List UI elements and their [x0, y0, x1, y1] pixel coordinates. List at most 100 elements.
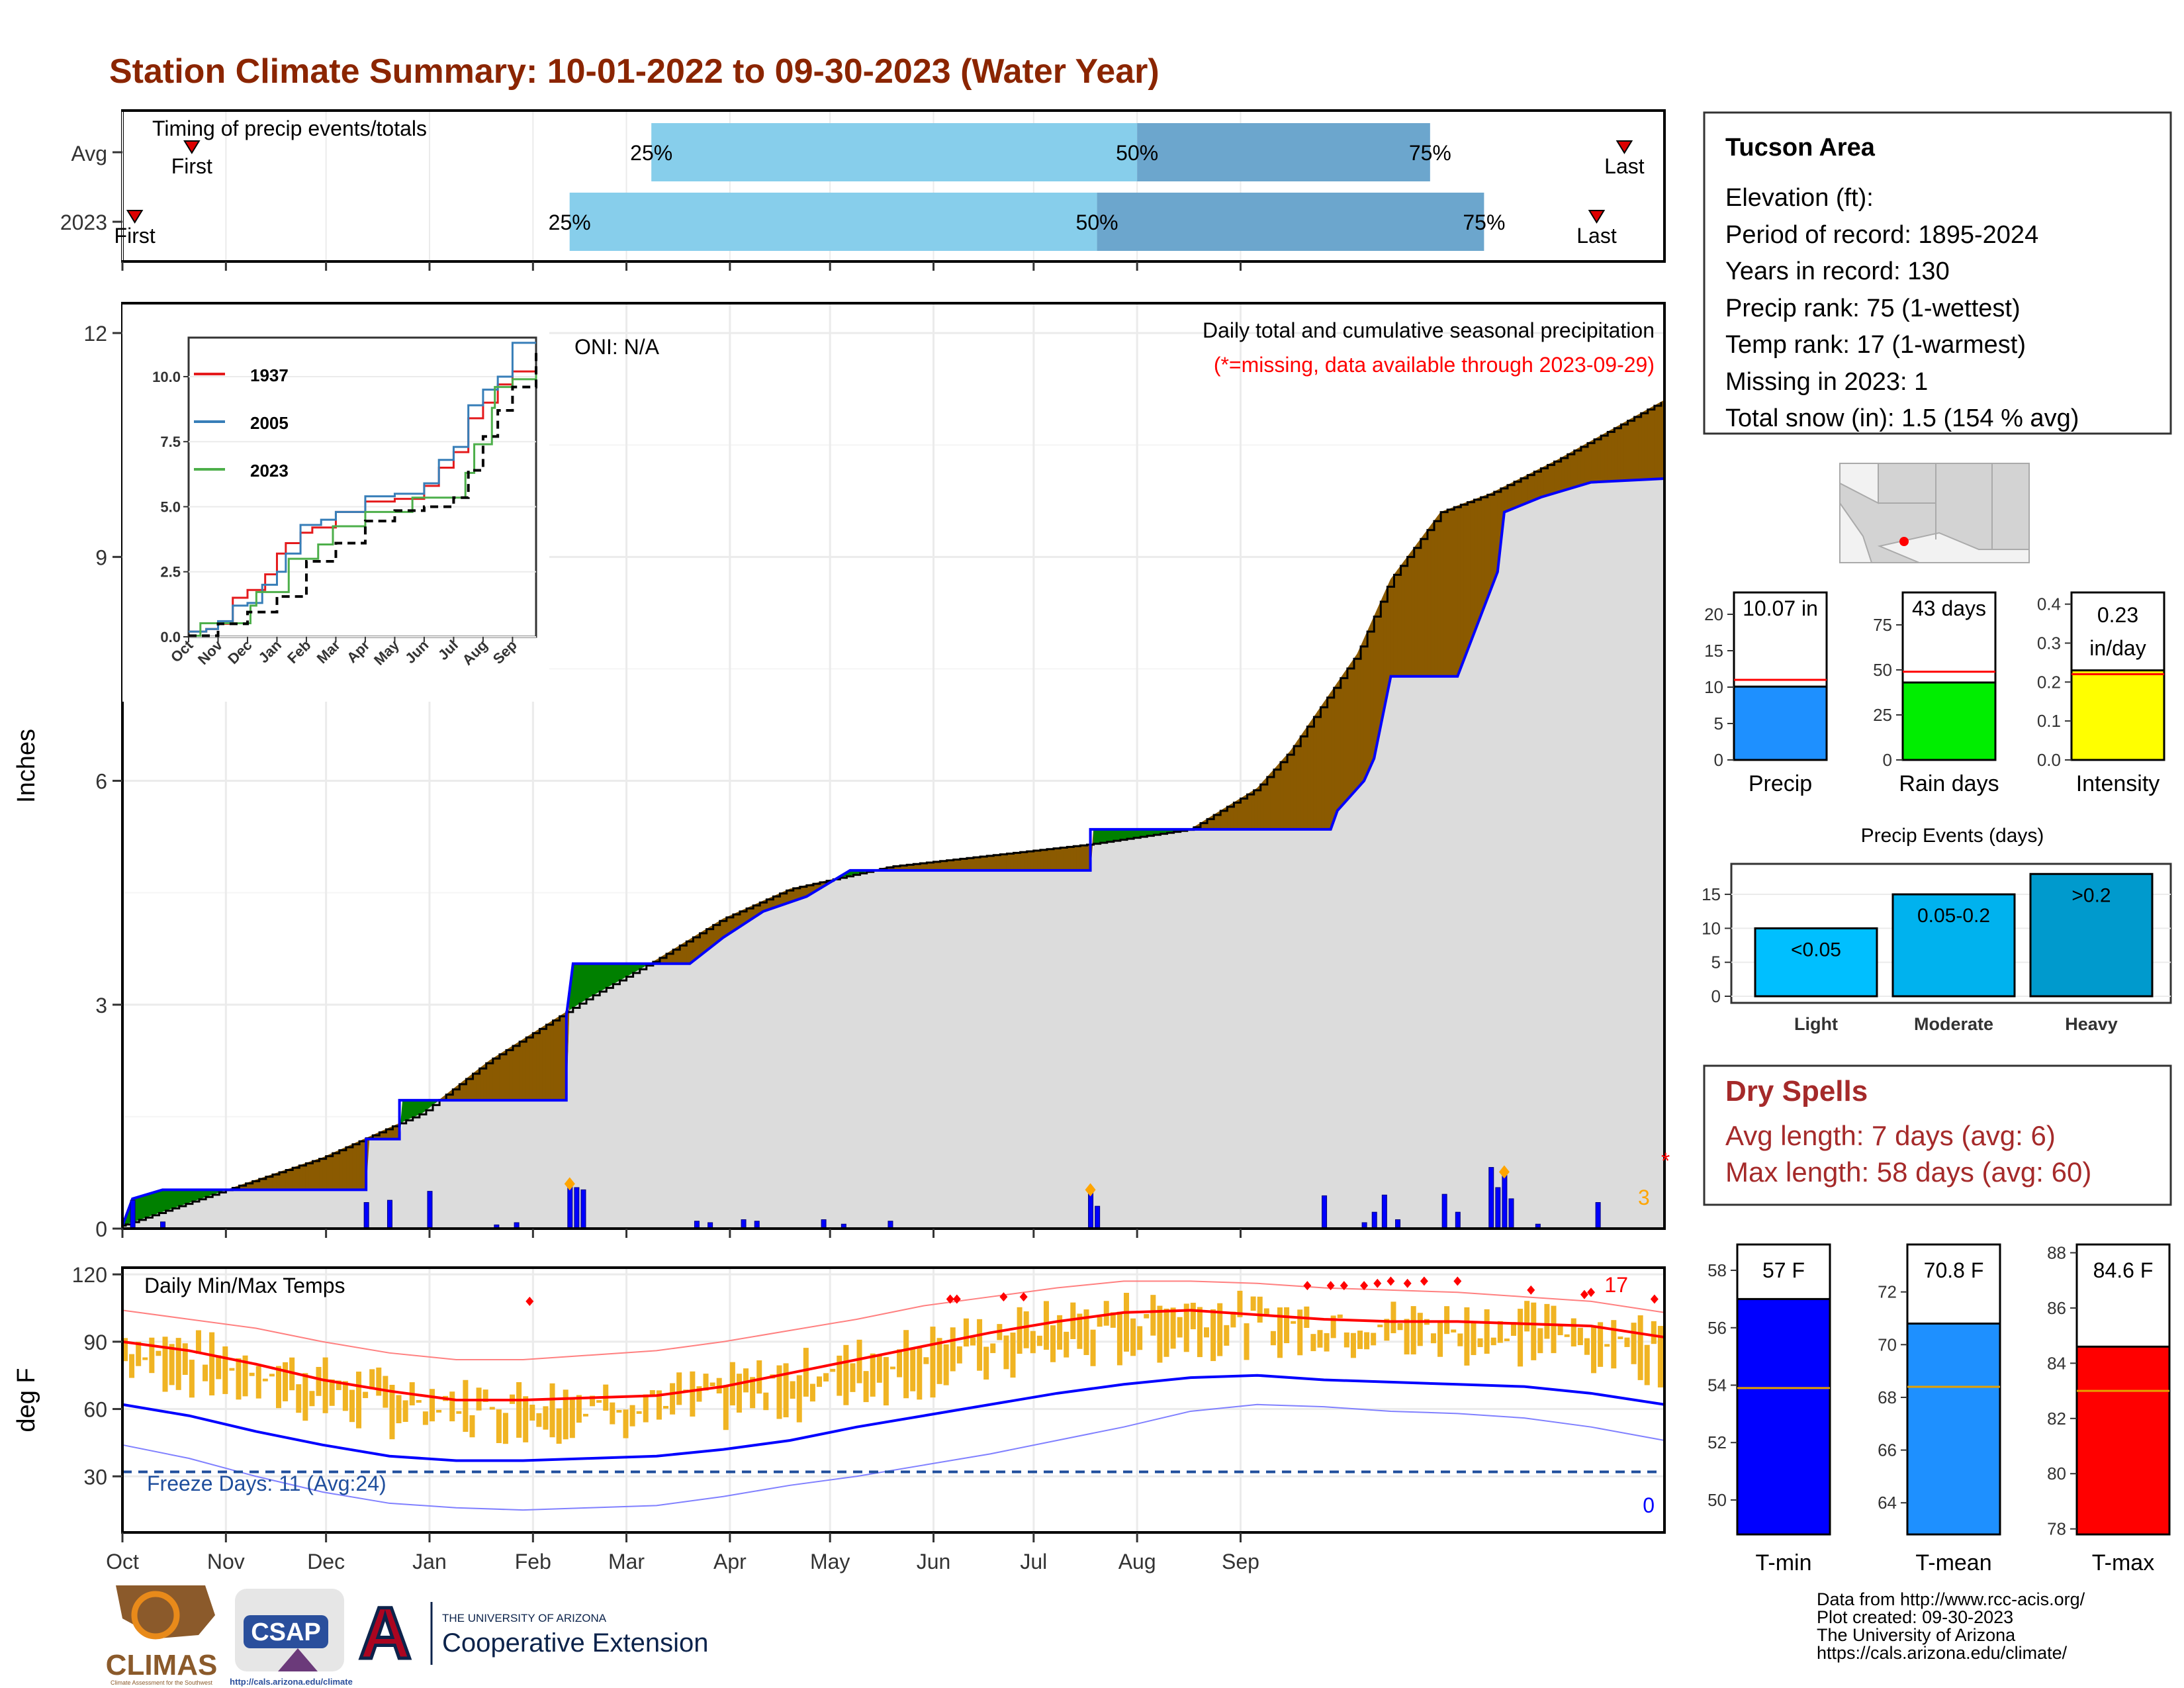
oni-label: ONI: N/A	[574, 335, 660, 359]
record-day-diamond-0	[564, 1177, 575, 1191]
daily-temp-bar	[1598, 1322, 1604, 1367]
precip-panel: 0 3 6 9 12 Inches Daily total and cumulative…	[13, 302, 1670, 1241]
daily-temp-bar	[1263, 1308, 1269, 1315]
precip-anomaly-segment	[1110, 829, 1115, 842]
daily-temp-bar	[977, 1319, 983, 1371]
daily-temp-bar	[1484, 1309, 1490, 1354]
precip-anomaly-segment	[155, 1190, 159, 1215]
precip-anomaly-segment	[319, 1157, 324, 1190]
daily-temp-bar	[970, 1337, 976, 1346]
climas-swirl	[131, 1591, 180, 1640]
daily-temp-bar	[1064, 1331, 1069, 1358]
inset-line-Avg	[189, 348, 537, 637]
temp-bar-tick-label-1-0: 64	[1878, 1493, 1897, 1513]
precip-anomaly-segment	[572, 963, 577, 1009]
precip-anomaly-segment	[1647, 406, 1652, 480]
daily-temp-bar	[242, 1355, 248, 1397]
precip-anomaly-segment	[1020, 851, 1024, 871]
daily-temp-bar	[129, 1354, 135, 1378]
daily-precip-bar-2	[363, 1202, 369, 1229]
daily-temp-bar	[876, 1355, 882, 1383]
precip-anomaly-segment	[1079, 844, 1084, 871]
daily-temp-bar	[910, 1348, 916, 1391]
precip-anomaly-segment	[579, 963, 584, 1004]
month-label-Dec: Dec	[307, 1550, 345, 1573]
daily-temp-bar	[469, 1415, 475, 1438]
precip-anomaly-segment	[586, 963, 590, 1000]
station-precip-rank: Precip rank: 75 (1-wettest)	[1725, 295, 2021, 322]
daily-temp-bar	[856, 1339, 862, 1383]
precip-anomaly-segment	[1487, 492, 1492, 598]
daily-temp-bar	[883, 1357, 889, 1406]
daily-temp-bar	[936, 1338, 942, 1384]
daily-temp-bar	[930, 1327, 936, 1398]
precip-anomaly-segment	[1457, 504, 1461, 677]
daily-temp-bar	[189, 1360, 195, 1398]
station-location-dot	[1899, 537, 1909, 546]
precip-anomaly-segment	[1013, 852, 1018, 871]
inset-ytick-label-0: 0.0	[160, 629, 181, 645]
precip-ytick-label-4: 12	[83, 322, 107, 346]
daily-precip-bar-31	[1595, 1202, 1601, 1229]
precip-anomaly-segment	[162, 1189, 167, 1213]
precip-anomaly-segment	[1053, 847, 1058, 871]
mini-bar-tick-label-2-1: 0.1	[2037, 711, 2061, 731]
daily-temp-bar	[1457, 1333, 1463, 1346]
daily-temp-bar	[429, 1389, 435, 1422]
precip-anomaly-segment	[1313, 711, 1318, 830]
daily-temp-bar	[216, 1355, 222, 1380]
daily-temp-bar	[596, 1400, 602, 1403]
precip-anomaly-segment	[509, 1045, 514, 1101]
temp-bar-label-0: T-min	[1756, 1550, 1812, 1575]
daily-temp-bar	[456, 1411, 462, 1414]
precip-anomaly-segment	[419, 1100, 424, 1115]
precip-anomaly-segment	[1370, 616, 1375, 767]
daily-temp-bar	[1210, 1309, 1216, 1362]
events-ytick-label-0: 0	[1711, 986, 1721, 1006]
daily-temp-bar	[889, 1366, 895, 1370]
precip-anomaly-segment	[589, 963, 594, 998]
daily-temp-bar	[1337, 1314, 1343, 1319]
daily-temp-bar	[643, 1394, 649, 1423]
daily-temp-bar	[983, 1346, 989, 1380]
precip-anomaly-segment	[1076, 845, 1081, 871]
precip-anomaly-segment	[522, 1037, 527, 1101]
daily-temp-bar	[1364, 1332, 1370, 1350]
precip-anomaly-segment	[1377, 601, 1381, 743]
precip-anomaly-segment	[1036, 849, 1041, 871]
daily-temp-bar	[1524, 1301, 1530, 1332]
temp-bar-tick-label-0-4: 58	[1707, 1260, 1727, 1280]
daily-temp-bar	[610, 1402, 615, 1425]
daily-temp-bar	[1157, 1305, 1163, 1363]
temp-plot	[122, 1276, 1665, 1511]
precip-common-area	[122, 478, 1664, 1229]
daily-temp-bar	[1050, 1325, 1056, 1362]
daily-temp-bar	[1250, 1296, 1256, 1311]
mini-bar-tick-label-0-0: 0	[1714, 750, 1723, 770]
precip-anomaly-segment	[1614, 426, 1618, 482]
temp-bar-T-mean	[1906, 1322, 2001, 1536]
daily-temp-bar	[203, 1364, 208, 1382]
daily-temp-bar	[1570, 1318, 1576, 1347]
daily-temp-bar	[1343, 1332, 1349, 1348]
daily-temp-bar	[236, 1358, 242, 1400]
month-axis: Oct Nov Dec Jan Feb Mar Apr May Jun Jul Aug Sep	[106, 261, 1259, 1573]
precip-anomaly-segment	[172, 1189, 177, 1209]
daily-temp-bar	[1371, 1333, 1377, 1346]
daily-precip-bar-14	[821, 1219, 827, 1229]
precip-events-chart: Precip Events (days) 0 5 10 15 <0.05 Light 0.0…	[1702, 825, 2172, 1034]
precip-ytick-label-0: 0	[95, 1217, 107, 1241]
daily-temp-bar	[1377, 1325, 1383, 1328]
daily-precip-bar-22	[1381, 1194, 1387, 1229]
daily-temp-bar	[142, 1357, 148, 1360]
precip-anomaly-segment	[289, 1167, 293, 1190]
precip-anomaly-segment	[1433, 515, 1438, 677]
mini-bar-tick-label-1-1: 25	[1873, 705, 1892, 725]
precip-anomaly-segment	[1040, 849, 1044, 871]
events-ytick-label-2: 10	[1702, 918, 1721, 938]
precip-anomaly-segment	[1330, 686, 1335, 829]
daily-temp-bar	[897, 1349, 903, 1378]
daily-temp-bar	[1444, 1306, 1450, 1335]
timing-first-label-1: First	[114, 224, 156, 248]
precip-anomaly-segment	[1570, 449, 1575, 489]
